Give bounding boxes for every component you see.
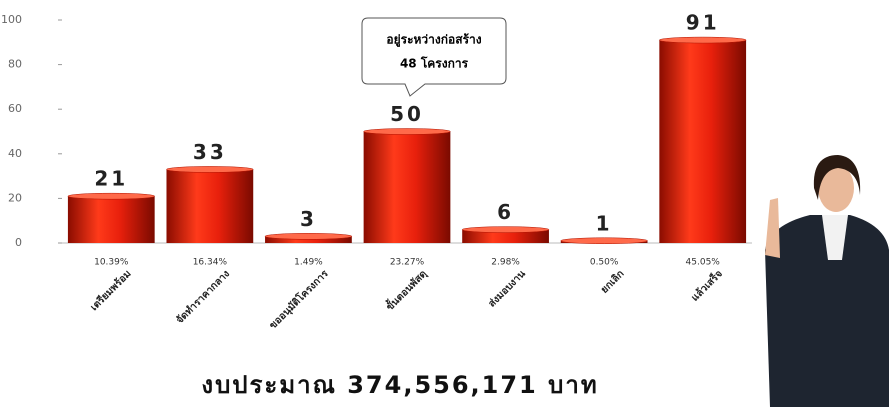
bar — [67, 196, 155, 243]
percent-label: 10.39% — [94, 258, 129, 268]
y-tick-label: 100 — [1, 13, 22, 26]
bar-top — [560, 237, 648, 245]
hair — [813, 155, 861, 200]
y-tick-label: 20 — [8, 191, 22, 204]
callout-line: 48 โครงการ — [400, 56, 469, 71]
x-tick-label: ขออนุมัติโครงการ — [266, 267, 331, 332]
presenter — [765, 155, 889, 407]
y-tick-label: 80 — [8, 58, 22, 71]
percent-label: 0.50% — [590, 258, 619, 268]
bar-top — [264, 233, 353, 240]
percent-label: 16.34% — [193, 258, 228, 268]
shirt — [822, 215, 848, 260]
suit — [765, 215, 889, 407]
x-tick-label: เตรียมพร้อม — [88, 268, 133, 313]
x-tick-label: ยกเลิก — [598, 268, 626, 296]
y-tick-label: 40 — [8, 147, 22, 160]
value-label: 3 — [300, 207, 317, 231]
bar — [363, 131, 451, 243]
callout: อยู่ระหว่างก่อสร้าง 48 โครงการ — [361, 17, 507, 97]
bar-top — [461, 226, 550, 233]
bar — [265, 236, 352, 243]
y-tick-label: 60 — [8, 102, 22, 115]
percent-label: 1.49% — [294, 258, 323, 268]
bar-top — [67, 192, 155, 200]
value-label: 21 — [94, 167, 128, 191]
x-tick-label: จัดทำราคากลาง — [174, 268, 232, 326]
callout-box — [361, 17, 507, 97]
bar-top — [363, 128, 451, 135]
bar-top — [659, 36, 747, 44]
callout-line: อยู่ระหว่างก่อสร้าง — [386, 33, 481, 48]
bar — [166, 169, 254, 243]
value-label: 1 — [596, 211, 613, 235]
bar-top — [166, 166, 254, 173]
percent-label: 45.05% — [686, 258, 721, 268]
bar — [462, 229, 549, 243]
value-label: 6 — [497, 200, 514, 224]
face — [818, 164, 854, 212]
percent-label: 2.98% — [491, 258, 520, 268]
value-label: 33 — [193, 140, 227, 164]
x-tick-label: แล้วเสร็จ — [688, 266, 726, 304]
x-tick-label: ส่งมอบงาน — [486, 268, 528, 310]
x-tick-label: ขั้นตอนพัสดุ — [382, 266, 429, 313]
bar — [659, 40, 747, 243]
percent-label: 23.27% — [390, 258, 425, 268]
y-tick-label: 0 — [15, 236, 22, 249]
value-label: 91 — [686, 11, 720, 35]
footer: งบประมาณ 374,556,171 บาท — [201, 371, 598, 399]
hand — [765, 198, 780, 258]
value-label: 50 — [390, 102, 424, 126]
